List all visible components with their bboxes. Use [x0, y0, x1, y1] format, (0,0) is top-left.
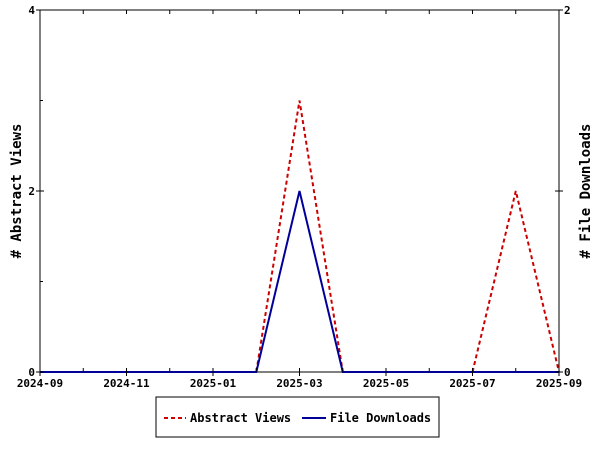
y-left-tick-label: 4	[28, 4, 35, 17]
legend-label-abstract-views: Abstract Views	[190, 411, 291, 425]
x-tick-label: 2025-03	[276, 377, 322, 390]
y-right-tick-label: 0	[564, 366, 571, 379]
legend: Abstract Views File Downloads	[155, 396, 440, 438]
x-tick-label: 2024-11	[103, 377, 150, 390]
x-tick-label: 2025-07	[449, 377, 495, 390]
y-axis-left-title: # Abstract Views	[9, 124, 25, 259]
x-tick-label: 2024-09	[17, 377, 63, 390]
y-left-tick-label: 2	[28, 185, 35, 198]
x-tick-label: 2025-01	[190, 377, 237, 390]
x-tick-label: 2025-09	[536, 377, 582, 390]
y-left-tick-label: 0	[28, 366, 35, 379]
x-tick-label: 2025-05	[363, 377, 409, 390]
y-right-tick-label: 2	[564, 4, 571, 17]
y-axis-right-title: # File Downloads	[578, 124, 594, 259]
legend-box	[155, 396, 440, 438]
legend-label-file-downloads: File Downloads	[330, 411, 431, 425]
